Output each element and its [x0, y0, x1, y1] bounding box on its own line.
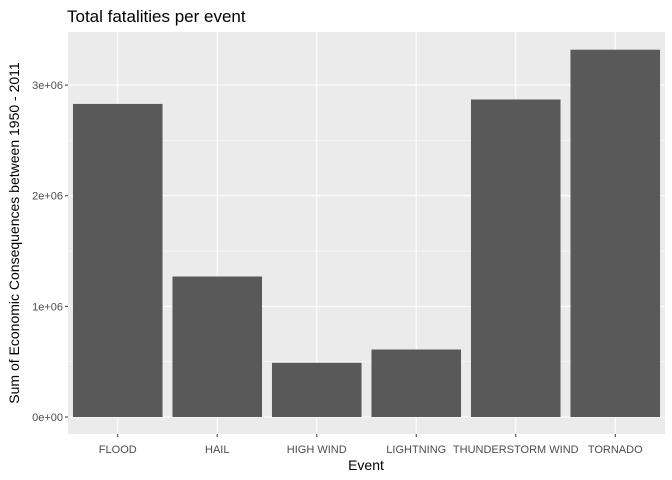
- x-tick-label: TORNADO: [588, 444, 643, 456]
- x-tick-label: THUNDERSTORM WIND: [453, 444, 579, 456]
- y-axis-ticks: 0e+00 1e+06 2e+06 3e+06: [32, 80, 68, 424]
- x-tick-label: FLOOD: [99, 444, 137, 456]
- x-tick-label: HIGH WIND: [287, 444, 347, 456]
- y-tick-label: 1e+06: [32, 301, 63, 313]
- plot-panel: [68, 32, 665, 434]
- bar-hail: [172, 276, 263, 417]
- y-axis-title: Sum of Economic Consequences between 195…: [6, 62, 22, 404]
- y-tick-label: 3e+06: [32, 80, 63, 92]
- y-tick-label: 0e+00: [32, 412, 63, 424]
- bars: [72, 49, 661, 418]
- x-tick-label: HAIL: [205, 444, 229, 456]
- y-tick-label: 2e+06: [32, 191, 63, 203]
- chart-title: Total fatalities per event: [67, 7, 246, 26]
- x-tick-label: LIGHTNING: [386, 444, 446, 456]
- x-axis-ticks: FLOOD HAIL HIGH WIND LIGHTNING THUNDERSTORM …: [99, 434, 643, 456]
- bar-high-wind: [271, 362, 362, 417]
- bar-tornado: [570, 49, 661, 418]
- bar-thunderstorm-wind: [470, 99, 561, 418]
- x-axis-title: Event: [348, 457, 384, 473]
- bar-lightning: [371, 349, 462, 417]
- bar-flood: [72, 103, 163, 417]
